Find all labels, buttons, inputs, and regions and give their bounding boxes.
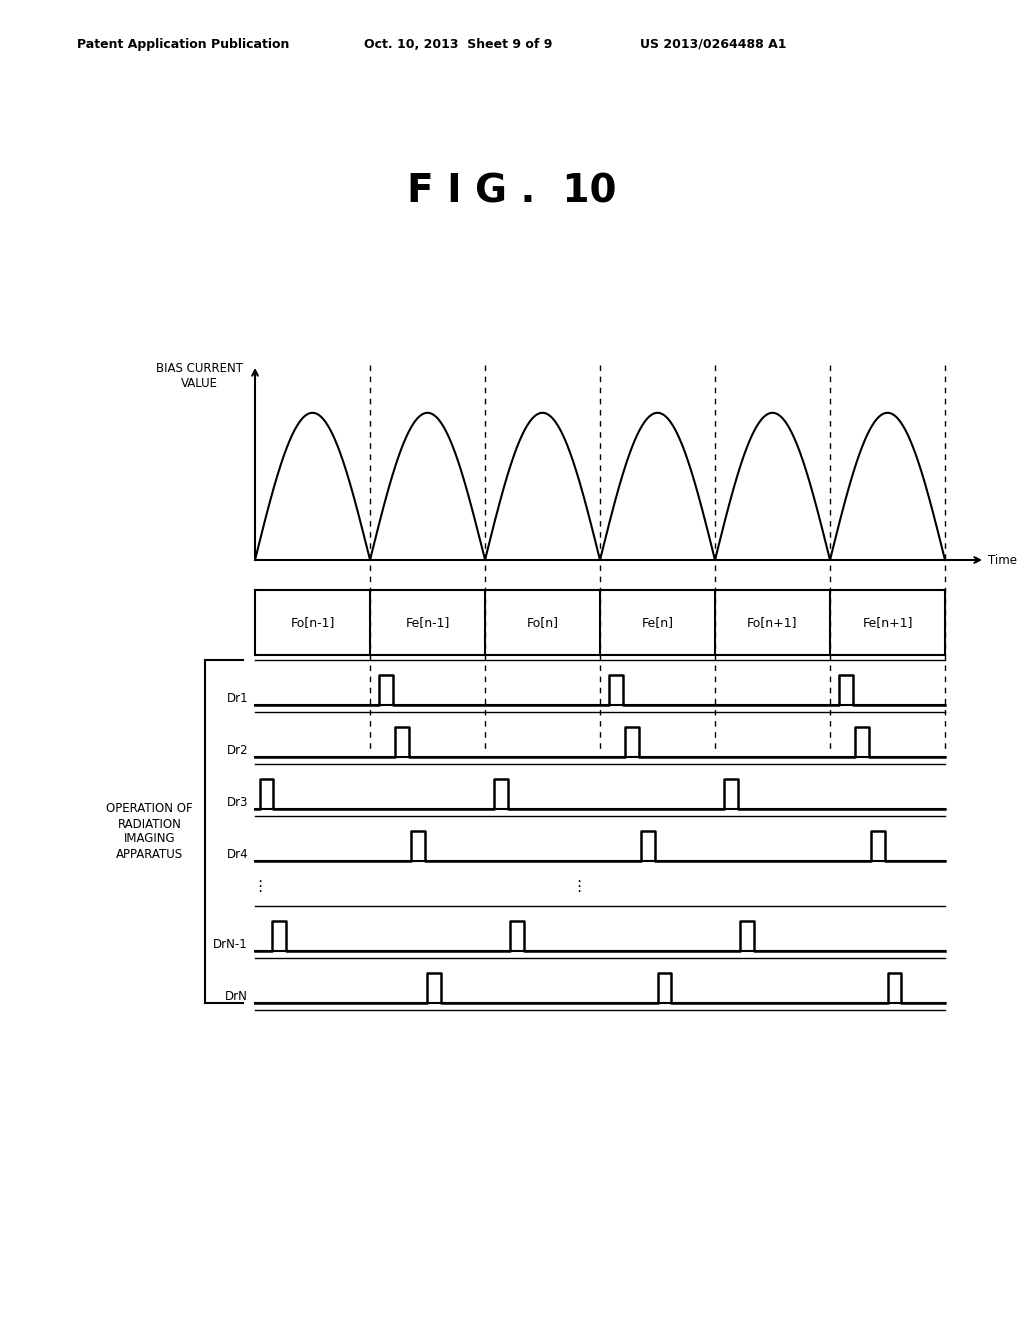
Text: F I G .  10: F I G . 10 <box>408 173 616 210</box>
Text: Dr3: Dr3 <box>226 796 248 809</box>
Text: OPERATION OF
RADIATION
IMAGING
APPARATUS: OPERATION OF RADIATION IMAGING APPARATUS <box>106 803 193 861</box>
Text: Dr4: Dr4 <box>226 847 248 861</box>
Text: Oct. 10, 2013  Sheet 9 of 9: Oct. 10, 2013 Sheet 9 of 9 <box>364 37 552 50</box>
Text: BIAS CURRENT
VALUE: BIAS CURRENT VALUE <box>156 362 243 389</box>
Text: Dr1: Dr1 <box>226 692 248 705</box>
Text: Fe[n-1]: Fe[n-1] <box>406 616 450 630</box>
Text: Fe[n+1]: Fe[n+1] <box>862 616 912 630</box>
Text: US 2013/0264488 A1: US 2013/0264488 A1 <box>640 37 786 50</box>
Text: DrN-1: DrN-1 <box>213 939 248 950</box>
Text: Fo[n]: Fo[n] <box>526 616 558 630</box>
Text: Time: Time <box>988 553 1017 566</box>
Text: ⋮: ⋮ <box>571 879 587 895</box>
Text: Fe[n]: Fe[n] <box>641 616 674 630</box>
Text: Fo[n-1]: Fo[n-1] <box>291 616 335 630</box>
Text: DrN: DrN <box>225 990 248 1003</box>
Text: Fo[n+1]: Fo[n+1] <box>748 616 798 630</box>
Text: Dr2: Dr2 <box>226 744 248 756</box>
Text: ⋮: ⋮ <box>252 879 267 895</box>
Text: Patent Application Publication: Patent Application Publication <box>77 37 289 50</box>
